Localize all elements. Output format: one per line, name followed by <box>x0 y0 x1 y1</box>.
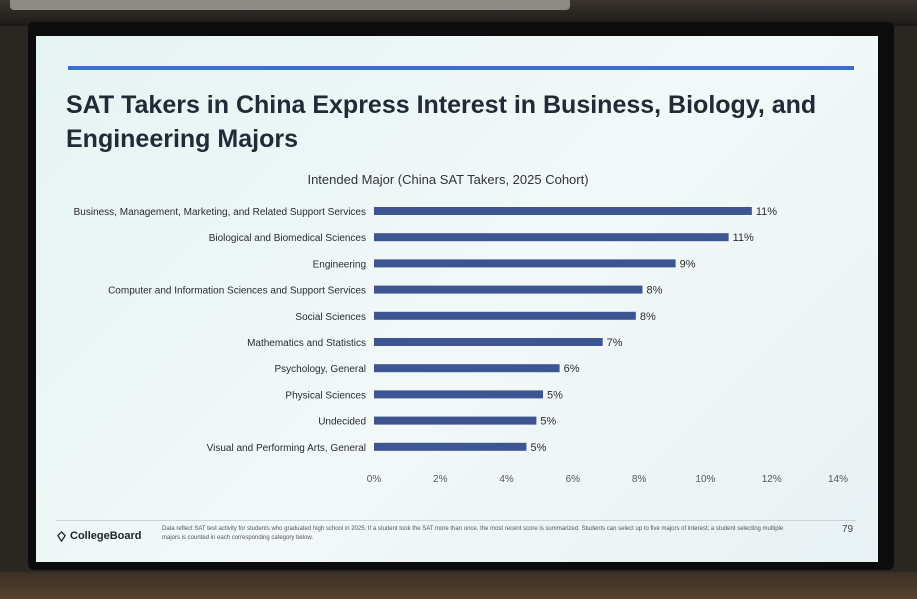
slide-title: SAT Takers in China Express Interest in … <box>66 91 817 153</box>
bar <box>374 442 527 451</box>
footnote: Data reflect SAT test activity for stude… <box>162 526 784 541</box>
data-label: 5% <box>540 416 556 428</box>
category-label: Social Sciences <box>295 312 366 323</box>
category-label: Psychology, General <box>274 364 366 375</box>
bar <box>374 416 537 425</box>
acorn-icon <box>57 530 66 542</box>
data-label: 7% <box>607 337 623 349</box>
footer-divider <box>56 520 856 521</box>
category-label: Business, Management, Marketing, and Rel… <box>74 207 366 218</box>
bar <box>374 338 603 346</box>
data-label: 5% <box>530 442 546 454</box>
bar <box>374 311 636 320</box>
bar <box>374 233 729 242</box>
category-label: Computer and Information Sciences and Su… <box>108 286 366 297</box>
bar <box>374 364 560 373</box>
ceiling-fixture <box>10 0 570 10</box>
data-label: 8% <box>640 311 656 323</box>
x-tick-label: 8% <box>632 474 647 485</box>
x-tick-label: 2% <box>433 474 448 485</box>
accent-rule <box>68 66 854 70</box>
data-label: 11% <box>733 232 754 244</box>
logo-text: CollegeBoard <box>70 530 142 542</box>
category-label: Visual and Performing Arts, General <box>207 443 366 454</box>
category-label: Engineering <box>313 259 366 270</box>
x-tick-label: 4% <box>499 474 514 485</box>
data-label: 6% <box>564 363 580 375</box>
room-floor <box>0 572 917 599</box>
x-tick-label: 12% <box>762 474 782 485</box>
x-tick-label: 0% <box>367 474 382 485</box>
category-label: Biological and Biomedical Sciences <box>209 233 366 244</box>
data-label: 9% <box>680 258 696 270</box>
collegeboard-logo: CollegeBoard <box>56 530 142 542</box>
x-tick-label: 6% <box>566 474 581 485</box>
bar-chart: Intended Major (China SAT Takers, 2025 C… <box>74 172 849 485</box>
bar <box>374 285 643 294</box>
category-label: Physical Sciences <box>285 390 366 401</box>
category-label: Mathematics and Statistics <box>247 338 366 349</box>
x-tick-label: 10% <box>695 474 715 485</box>
bar <box>374 207 752 215</box>
chart-title: Intended Major (China SAT Takers, 2025 C… <box>307 172 588 187</box>
room-ceiling <box>0 0 917 26</box>
data-label: 8% <box>646 285 662 297</box>
data-label: 11% <box>756 206 777 218</box>
data-label: 5% <box>547 389 563 401</box>
bar <box>374 390 544 399</box>
category-label: Undecided <box>318 417 366 428</box>
x-tick-label: 14% <box>828 474 848 485</box>
bar <box>374 259 676 268</box>
projected-slide: SAT Takers in China Express Interest in … <box>36 36 878 562</box>
page-number: 79 <box>842 524 854 535</box>
